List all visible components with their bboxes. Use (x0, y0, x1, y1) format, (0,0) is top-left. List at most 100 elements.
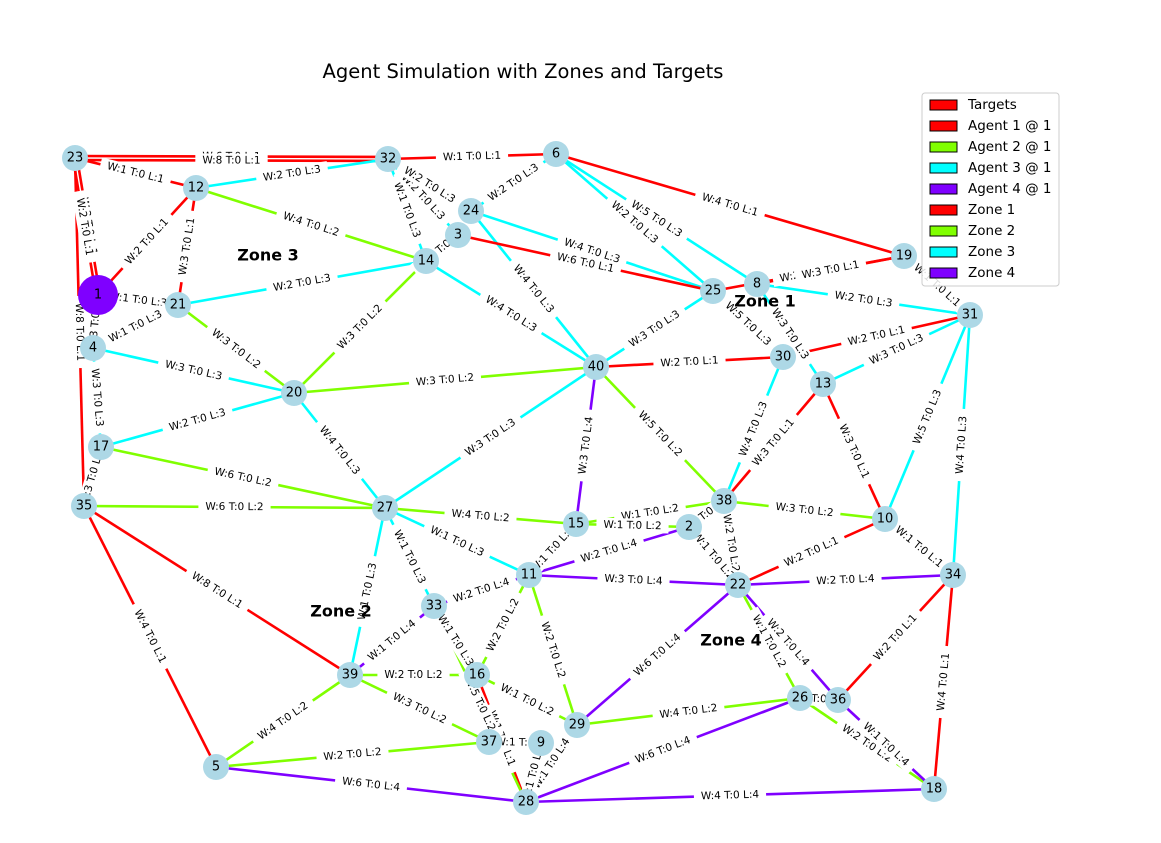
legend-swatch (929, 225, 958, 237)
edge-label-group: W:4 T:0 L:2 (443, 506, 518, 526)
edge-label-group: W:4 T:0 L:3 (311, 417, 368, 484)
edge-label: W:3 T:0 L:2 (415, 372, 474, 389)
edge-label-background (759, 610, 817, 675)
edge-label-group: W:2 T:0 L:3 (826, 287, 901, 312)
edge-label-background (334, 773, 408, 796)
node-label: 27 (377, 501, 394, 516)
edge-label-background (71, 190, 98, 264)
edge-label: W:4 T:0 L:4 (701, 789, 760, 803)
edge-label-background (117, 210, 177, 273)
node-label: 38 (716, 494, 733, 509)
edge-label-background (127, 601, 173, 672)
edge-label-background (535, 613, 571, 687)
legend-swatch (929, 246, 958, 258)
edge-label-group: W:1 T:0 L:1 (98, 157, 173, 189)
edge-label-group: W:2 T:0 L:2 (535, 613, 571, 687)
edge-label: W:1 T:0 L:1 (893, 524, 946, 570)
edge-label: W:2 T:0 L:1 (871, 612, 919, 663)
edge-label-background (775, 530, 848, 574)
edge-label-background (359, 612, 425, 669)
edge-label: W:8 T:0 L:1 (189, 570, 245, 611)
edge-label: W:2 T:0 L:1 (123, 216, 171, 267)
edge-label-background (156, 355, 231, 386)
edge-label: W:2 T:0 L:2 (323, 746, 382, 763)
edge-label-background (445, 572, 518, 609)
node-label: 9 (537, 736, 545, 751)
edge-label-background (745, 606, 793, 677)
edge-label-background (421, 519, 493, 564)
edge-label: T:0 (810, 693, 827, 706)
edge-label-group: W:6 T:0 L:2 (198, 499, 271, 515)
edge-label: W:2 T:0 L:2 (384, 669, 442, 681)
edge-label-background (744, 410, 803, 475)
edge-label-group: W:1 T:0 L:3 (101, 288, 175, 312)
node-label: 13 (815, 377, 832, 392)
edge-label-background (98, 157, 173, 189)
node-37 (476, 729, 502, 755)
node-label: 34 (945, 568, 962, 583)
node-34 (940, 562, 966, 588)
edge-label-background (443, 506, 518, 526)
edge-label-background (387, 521, 432, 593)
edge-label-group: W:2 T:0 L:2 (480, 589, 526, 661)
edge-label: W:2 T:0 L:3 (262, 163, 321, 184)
edge-label-group: W:8 T:0 L:1 (195, 153, 268, 168)
legend-box (921, 92, 1060, 287)
edge-label-background (833, 717, 901, 770)
edge-label-background (718, 506, 744, 580)
edge-label-background (733, 392, 774, 466)
edge-label: W:1 T:0 L:2 (498, 682, 555, 719)
node-16 (464, 662, 490, 688)
edge-label-group: W:3 T:0 L:3 (456, 411, 525, 464)
edge-label-group: W:3 T:0 L:4 (597, 571, 670, 589)
node-27 (372, 495, 398, 521)
edge-label-background (826, 287, 901, 312)
edge-label-group: W:2 T:0 L:1 (865, 606, 926, 669)
edge-label-background (522, 518, 583, 581)
edge-label-background (383, 686, 456, 731)
edge-label-background (693, 188, 767, 222)
edge-label-group: W:4 T:0 L:2 (651, 700, 726, 723)
node-label: 1 (94, 288, 102, 303)
node-19 (891, 243, 917, 269)
edge-label-group: W:3 T:0 L:2 (408, 369, 482, 391)
edge-label: W:1 T:0 L:4 (366, 617, 419, 663)
edge-label-background (387, 173, 427, 247)
edge-label-group: W:1 T:0 (491, 735, 539, 750)
node-label: 2 (685, 520, 693, 535)
edge-label: W:1 T:0 L:3 (391, 528, 428, 585)
node-18 (921, 776, 947, 802)
node-label: 5 (212, 760, 220, 775)
edge-label-background (491, 677, 563, 723)
edge-label-background (458, 668, 502, 740)
node-label: 29 (569, 718, 586, 733)
edge-label: W:3 T:0 L:2 (209, 327, 263, 372)
zone-label: Zone 4 (700, 631, 762, 650)
edge-label-group: W:1 T:0 L:1 (886, 518, 952, 576)
edge-label: W:5 T:0 L:3 (911, 388, 944, 446)
node-label: 18 (926, 782, 943, 797)
legend-entry-label: Zone 3 (968, 244, 1015, 260)
edge-label: W:3 T:0 L:3 (627, 308, 682, 350)
node-3 (445, 222, 471, 248)
edge-label-background (87, 360, 107, 435)
edge-label-group: W:2 T:0 L:4 (572, 533, 646, 569)
edge-label-background (435, 148, 509, 165)
edge-label-group: W:2 T:0 L:4 (809, 571, 882, 589)
edge-label-background (456, 411, 525, 464)
edge-label: W:1 T:0 L:1 (106, 160, 165, 186)
edge-label: W:4 T:0 L:2 (256, 700, 311, 743)
node-label: 23 (67, 151, 84, 166)
node-label: 36 (830, 693, 847, 708)
edge-label-background (933, 645, 954, 719)
edge-label-group: W:4 T:0 L:2 (249, 694, 317, 748)
edge-label: W:3 T:0 L:3 (89, 368, 106, 427)
edge-label-group: W:4 T:0 L:3 (952, 408, 971, 482)
edge-label-background (793, 256, 868, 284)
edge-label-background (622, 193, 691, 245)
node-label: 28 (518, 795, 535, 810)
edge-label-group: W:1 T:0 L:4 (359, 612, 425, 669)
edge-label-group: W:2 T:0 L:3 (265, 269, 339, 297)
node-17 (88, 434, 114, 460)
edge-label-group: W:2 T:0 L:1 (653, 353, 726, 371)
